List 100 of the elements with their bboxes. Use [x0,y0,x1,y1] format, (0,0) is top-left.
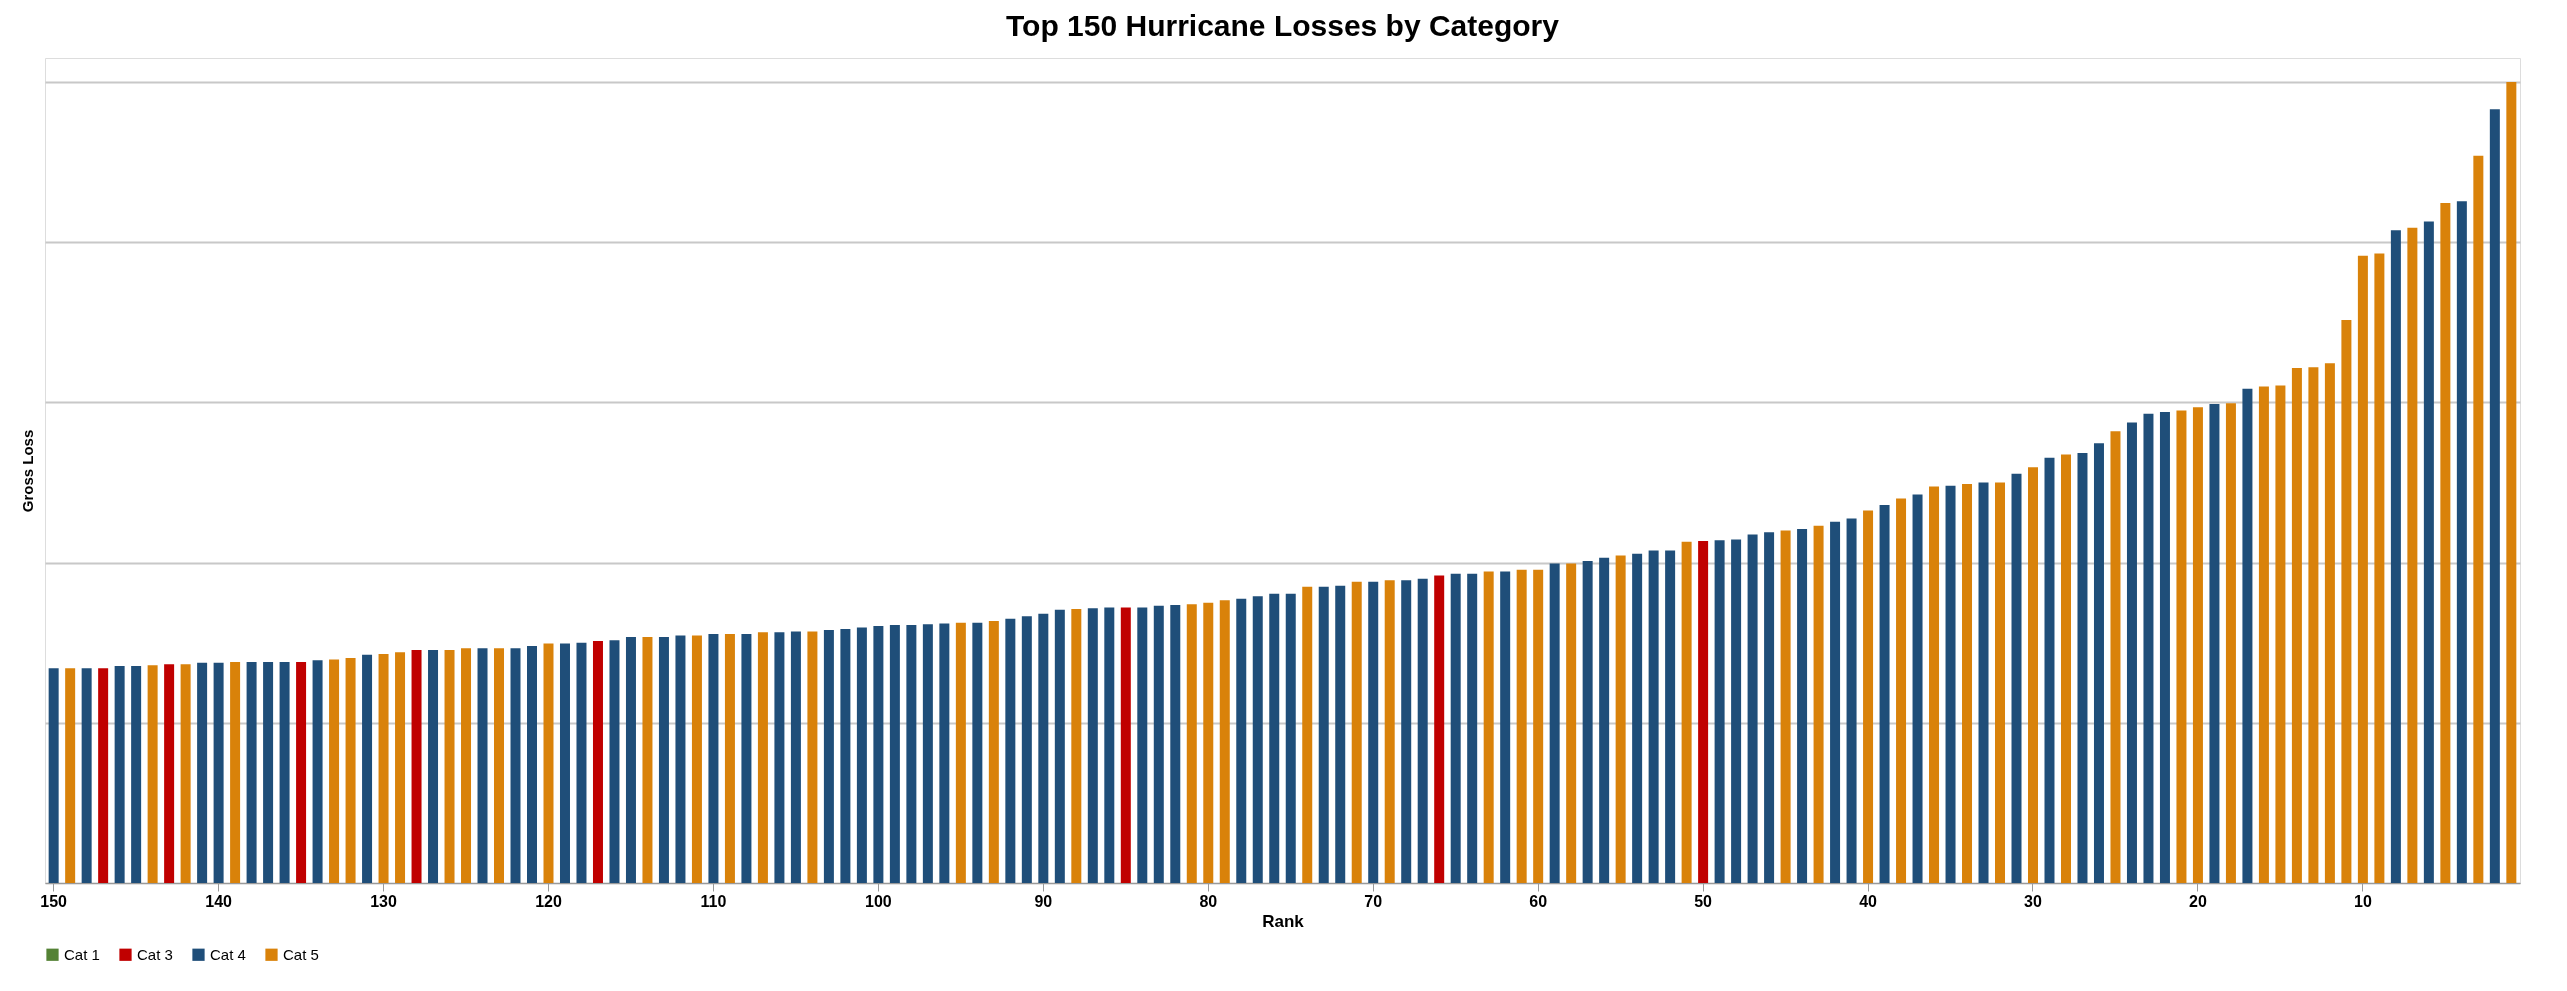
bar [1945,485,1956,883]
bar [2060,454,2071,883]
bar [296,661,307,883]
bar [1104,607,1115,883]
bar [329,659,340,883]
bar [873,625,884,883]
bar [1813,525,1824,883]
bar [48,668,59,883]
bar [922,624,933,883]
bar [1285,593,1296,883]
bar [675,635,686,883]
bar [955,622,966,883]
bar [65,668,76,883]
bar [2225,403,2236,883]
bar [1186,604,1197,883]
x-tick-label: 70 [1364,892,1383,910]
bar [1005,618,1016,883]
bar [856,627,867,883]
x-tick-label: 10 [2353,892,2372,910]
bar [1384,580,1395,883]
bar [2473,155,2484,883]
bar [1929,486,1940,883]
bar [2291,367,2302,883]
bar [1830,521,1841,883]
x-axis-title: Rank [1262,911,1305,931]
y-axis-title: Gross Loss [18,429,36,513]
bar [378,653,389,883]
bar [2357,255,2368,883]
bar [2341,319,2352,883]
bar [444,649,455,883]
bar [790,631,801,883]
bar [2110,431,2121,883]
bar [1137,607,1148,883]
bar [972,622,983,883]
bar [1236,598,1247,883]
bar [1665,550,1676,883]
bar [1368,581,1379,883]
bar [2407,227,2418,883]
bar [197,662,208,883]
bar [1401,580,1412,883]
bar [559,643,570,883]
bar [263,661,274,883]
x-tick-label: 30 [2024,892,2042,910]
bar [362,654,373,883]
x-tick-label: 130 [370,892,397,910]
bar [2126,422,2137,883]
bar [2176,410,2187,883]
bar [807,631,818,883]
bar [1302,586,1313,883]
x-tick-label: 90 [1034,892,1053,910]
bar [1797,528,1808,883]
bar [906,625,917,883]
bar [461,648,472,883]
bar [2258,386,2269,883]
bar [81,668,92,883]
x-tick-label: 60 [1529,892,1548,910]
bar [1566,563,1577,883]
bar [2209,404,2220,883]
bar [1995,482,2006,883]
bar [625,637,636,883]
bar [1978,482,1989,883]
bar [1170,605,1181,883]
bar [1269,593,1280,883]
bar [1087,608,1098,883]
bar [1780,530,1791,883]
bar [1582,561,1593,883]
bar [2093,443,2104,883]
bar [1896,498,1907,883]
x-tick-label: 20 [2189,892,2207,910]
bar [213,662,224,883]
bar [2390,230,2401,883]
bar [1533,569,1544,883]
bar [774,632,785,883]
bar [1863,510,1874,883]
bar [724,633,735,883]
bar [147,665,158,883]
bar [411,649,422,883]
bar [2143,413,2154,883]
bar [1219,600,1230,883]
x-tick-label: 150 [40,892,68,910]
bar [2489,109,2500,883]
bar [131,665,142,883]
bar [1467,573,1478,883]
bar [658,637,669,883]
bar [609,640,620,883]
bar [1747,534,1758,883]
bar [889,625,900,883]
bar [988,621,999,883]
bar [1351,581,1362,883]
bar [2028,467,2038,883]
bar [180,664,191,883]
bar [2242,388,2253,883]
legend-label: Cat 4 [210,945,246,963]
x-tick-label: 120 [535,892,562,910]
bar [345,657,356,883]
legend-label: Cat 1 [64,945,100,963]
bar [1681,541,1692,883]
bar [1632,553,1643,883]
bar [642,637,653,883]
bar [2044,457,2055,883]
